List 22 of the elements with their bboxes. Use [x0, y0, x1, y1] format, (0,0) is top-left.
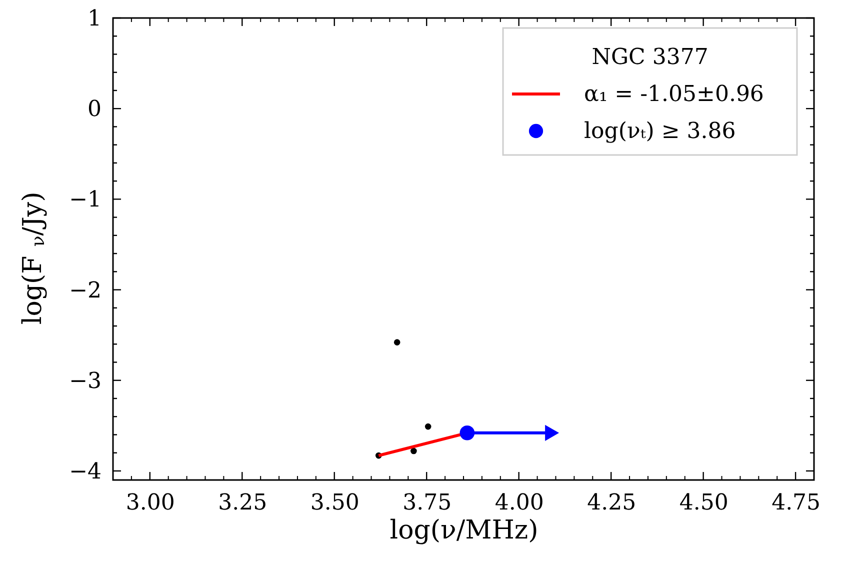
- legend-title: NGC 3377: [592, 45, 708, 70]
- x-axis-title: log(ν/MHz): [390, 516, 538, 546]
- y-tick-label: −3: [69, 368, 102, 394]
- y-tick-label: 1: [88, 6, 102, 32]
- y-tick-label: 0: [88, 97, 102, 122]
- x-tick-label: 3.50: [310, 490, 360, 516]
- y-tick-label: −1: [69, 188, 102, 213]
- y-axis-title: log(Fν/Jy): [18, 192, 49, 325]
- x-tick-label: 3.00: [126, 490, 175, 516]
- point: [394, 339, 400, 346]
- point: [410, 448, 417, 454]
- y-tick-label: −2: [69, 278, 102, 304]
- legend-label: α₁ = -1.05±0.96: [584, 82, 764, 107]
- y-tick-label: −4: [69, 459, 102, 484]
- x-tick-label: 3.25: [218, 490, 268, 516]
- x-tick-label: 4.00: [494, 490, 544, 516]
- x-tick-label: 4.75: [772, 490, 821, 516]
- x-tick-label: 4.50: [679, 490, 728, 516]
- point: [424, 423, 432, 430]
- x-tick-label: 3.75: [402, 490, 452, 516]
- x-tick-label: 4.25: [587, 490, 636, 516]
- legend-label: log(νₜ) ≥ 3.86: [584, 119, 736, 144]
